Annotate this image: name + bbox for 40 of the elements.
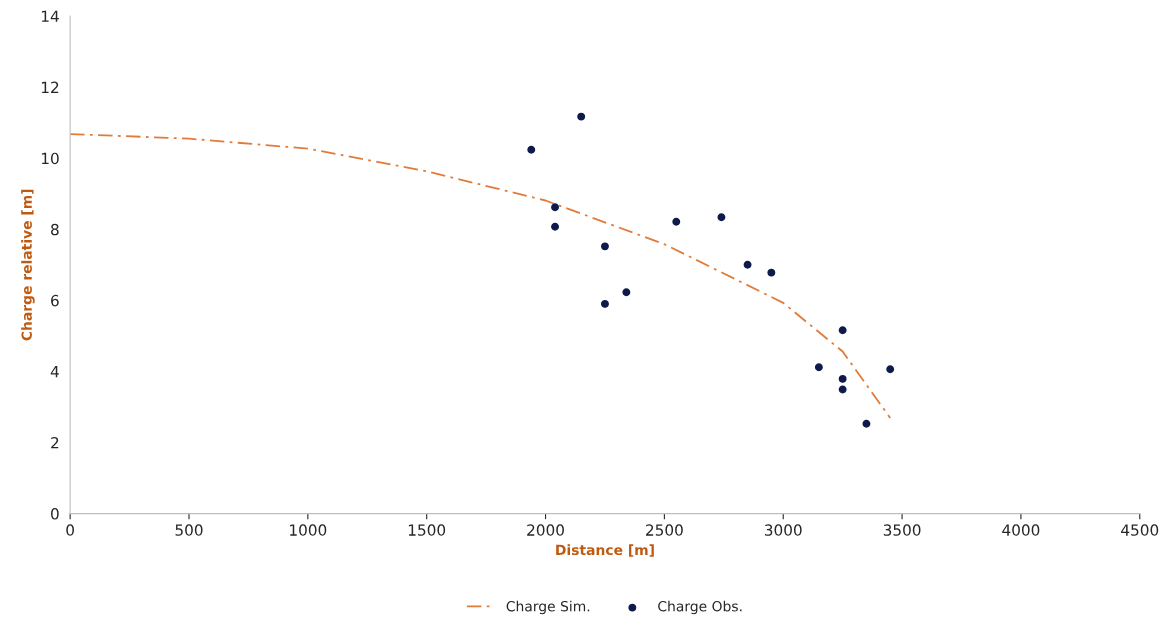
point [672, 217, 681, 226]
y-tick-label: 2 [51, 436, 59, 449]
y-tick-label: 6 [51, 294, 59, 307]
legend-label: Charge Obs. [658, 600, 742, 615]
point [551, 203, 559, 212]
x-tick-label: 2000 [527, 524, 564, 536]
x-tick-label: 3000 [764, 524, 802, 536]
x-tick-label: 4500 [1121, 524, 1159, 536]
x-tick-label: 3500 [883, 524, 921, 536]
x-axis-title: Distance [m] [556, 544, 654, 557]
x-tick-label: 4000 [1002, 524, 1040, 536]
point [838, 385, 847, 394]
point [577, 112, 586, 121]
point [601, 299, 609, 308]
point [886, 365, 895, 374]
legend-label: Charge Sim. [506, 600, 590, 615]
point [814, 363, 823, 372]
point [767, 268, 776, 277]
y-tick-label: 12 [41, 81, 59, 93]
y-tick-label: 4 [50, 366, 59, 378]
x-tick-label: 1000 [290, 524, 327, 536]
x-tick-label: 1500 [408, 524, 446, 536]
y-tick-label: 8 [51, 223, 59, 236]
point [838, 374, 847, 383]
point [551, 222, 559, 231]
point [862, 419, 871, 428]
point [717, 213, 726, 222]
y-tick-label: 0 [51, 508, 59, 520]
y-tick-label: 10 [41, 152, 59, 165]
point [601, 242, 609, 251]
y-axis-title: Charge relative [m] [21, 189, 35, 341]
point [527, 145, 536, 154]
point [743, 260, 752, 269]
x-tick-label: 500 [175, 524, 203, 536]
x-tick-label: 2500 [646, 524, 683, 536]
x-tick-label: 0 [66, 524, 74, 536]
line-series [70, 133, 892, 419]
point [838, 326, 847, 335]
point [622, 288, 631, 297]
y-tick-label: 14 [41, 10, 59, 22]
